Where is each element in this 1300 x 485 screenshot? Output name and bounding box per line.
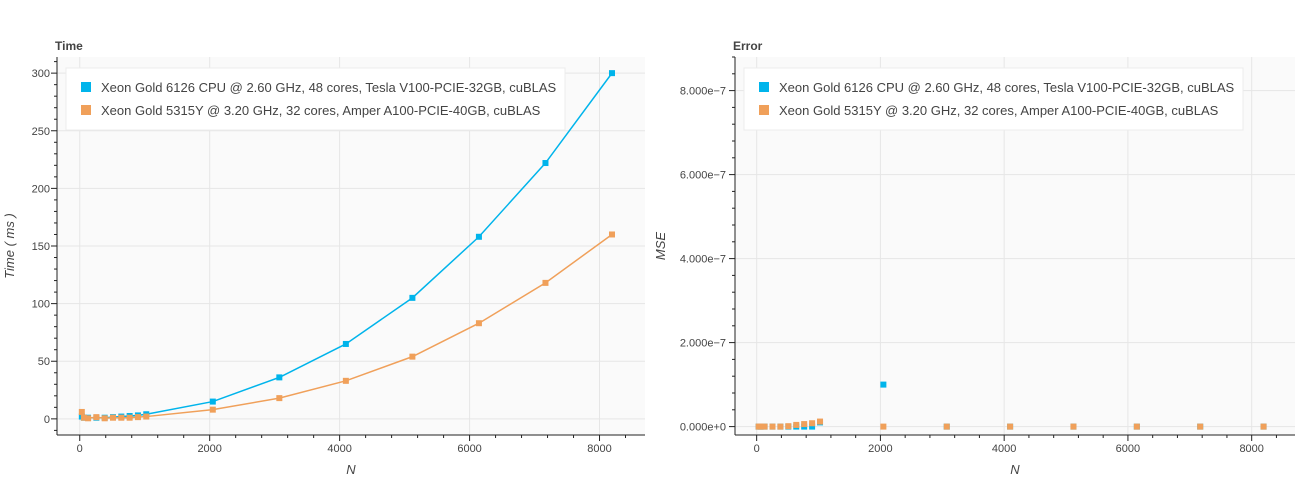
data-point [475,233,482,240]
data-point [409,294,416,301]
data-point [80,414,87,421]
data-point [1133,423,1140,430]
data-point [542,160,549,167]
legend-label: Xeon Gold 6126 CPU @ 2.60 GHz, 48 cores,… [779,80,1235,95]
y-tick-label: 4.000e−7 [680,254,726,266]
data-point [880,423,887,430]
legend-label: Xeon Gold 5315Y @ 3.20 GHz, 32 cores, Am… [101,103,541,118]
y-tick-label: 300 [32,68,50,80]
data-point [209,398,216,405]
legend-box [65,67,566,131]
x-tick-label: 2000 [197,443,221,455]
data-point [126,414,133,421]
legend-box [743,67,1244,131]
data-point [608,70,615,77]
data-point [793,421,800,428]
y-tick-label: 50 [38,356,50,368]
data-point [785,423,792,430]
data-point [777,423,784,430]
legend-swatch [759,105,769,115]
data-point [143,413,150,420]
data-point [1260,423,1267,430]
series-2 [755,418,1267,430]
x-tick-label: 2000 [868,443,892,455]
x-tick-label: 0 [77,443,83,455]
data-point [542,279,549,286]
chart-title: Time [55,39,83,53]
legend-swatch [81,105,91,115]
data-point [409,353,416,360]
y-tick-label: 0 [44,414,50,426]
data-point [769,423,776,430]
data-point [342,377,349,384]
y-axis-label: MSE [653,232,668,261]
x-tick-label: 4000 [327,443,351,455]
x-tick-label: 4000 [992,443,1016,455]
data-point [809,423,816,430]
data-point [1197,423,1204,430]
data-point [809,420,816,427]
x-tick-label: 6000 [1116,443,1140,455]
x-axis-label: N [346,462,356,477]
x-tick-label: 6000 [457,443,481,455]
data-point [118,414,125,421]
y-axis-label: Time ( ms ) [2,213,17,279]
legend-swatch [81,82,91,92]
data-point [101,415,108,422]
data-point [608,231,615,238]
chart-title: Error [733,39,763,53]
y-tick-label: 200 [32,183,50,195]
data-point [817,418,824,425]
data-point [1070,423,1077,430]
data-point [85,415,92,422]
data-point [757,423,764,430]
x-tick-label: 0 [754,443,760,455]
data-point [134,414,141,421]
y-tick-label: 150 [32,241,50,253]
y-tick-label: 0.000e+0 [680,422,726,434]
data-point [475,320,482,327]
data-point [943,423,950,430]
data-point [78,408,85,415]
data-point [761,423,768,430]
data-point [276,395,283,402]
x-tick-label: 8000 [587,443,611,455]
data-point [801,421,808,428]
chart-panel-2: 0 2000 4000 6000 8000 0.000e+0 2.000e−7 4.000e−… [653,39,1295,477]
data-point [276,374,283,381]
chart-panel-1: 0 2000 4000 6000 8000 0 50 100 150 200 250 300 Time N… [2,39,645,477]
legend-label: Xeon Gold 6126 CPU @ 2.60 GHz, 48 cores,… [101,80,557,95]
y-tick-label: 2.000e−7 [680,338,726,350]
y-tick-label: 6.000e−7 [680,170,726,182]
x-axis-label: N [1010,462,1020,477]
data-point [880,381,887,388]
y-tick-label: 250 [32,126,50,138]
legend-swatch [759,82,769,92]
data-point [110,414,117,421]
legend-label: Xeon Gold 5315Y @ 3.20 GHz, 32 cores, Am… [779,103,1219,118]
y-tick-label: 8.000e−7 [680,86,726,98]
x-tick-label: 8000 [1239,443,1263,455]
y-tick-label: 100 [32,299,50,311]
data-point [1007,423,1014,430]
data-point [93,414,100,421]
series-2 [78,231,615,422]
data-point [342,340,349,347]
data-point [209,406,216,413]
